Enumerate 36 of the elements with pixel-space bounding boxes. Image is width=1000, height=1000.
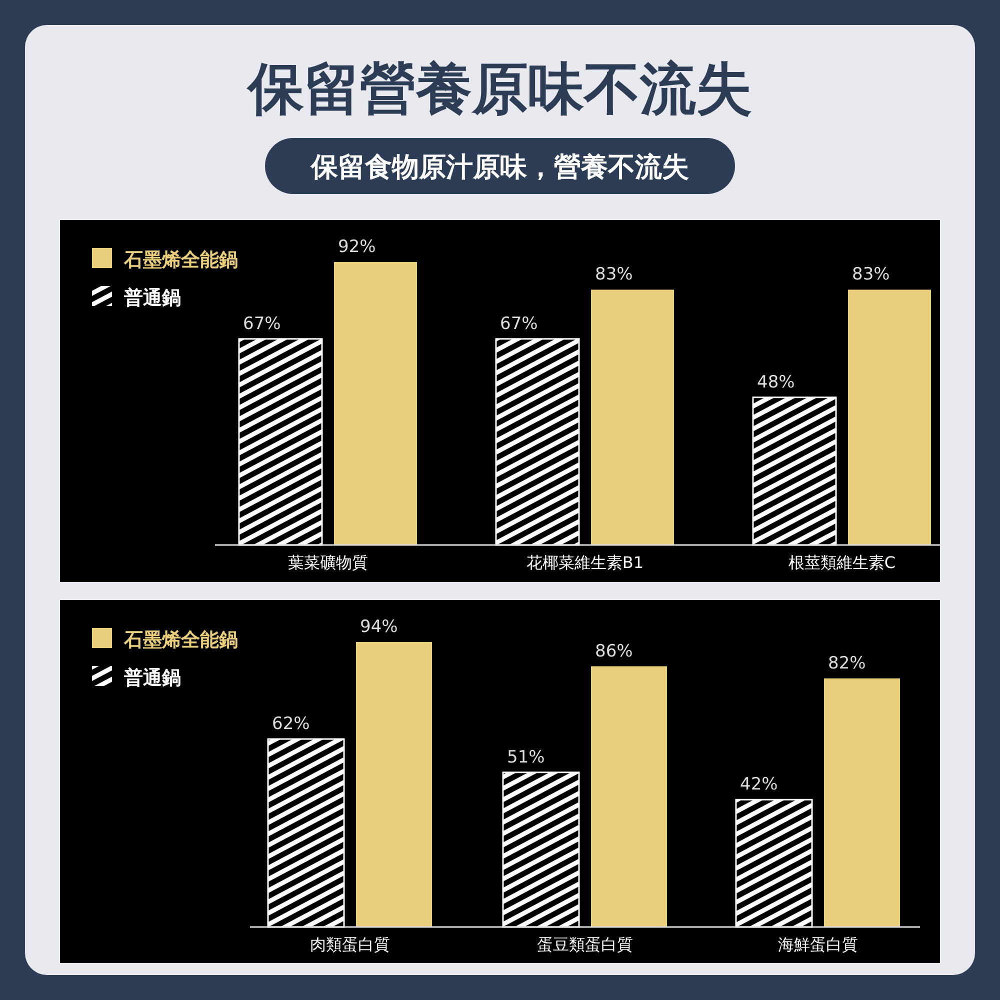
chart-subtitle: 保留食物原汁原味，營養不流失 [310,152,689,183]
data-label: 94% [360,617,398,637]
bar [591,666,667,927]
data-label: 48% [757,372,795,392]
data-label: 92% [338,237,376,257]
x-tick-label: 葉菜礦物質 [288,553,368,572]
x-tick-label: 根莖類維生素C [788,553,896,572]
data-label: 67% [243,314,281,334]
bar [848,290,931,545]
bar [824,678,900,927]
data-label: 67% [500,314,538,334]
bar [591,290,674,545]
legend-label: 普通鍋 [123,287,181,309]
bar [356,642,432,927]
bar [752,396,837,546]
data-label: 62% [272,714,310,734]
x-tick-label: 蛋豆類蛋白質 [537,935,633,954]
data-label: 83% [595,264,633,285]
x-tick-label: 肉類蛋白質 [310,935,390,954]
bar [238,338,323,546]
legend-label: 石墨烯全能鍋 [123,629,238,651]
bar [334,262,417,545]
data-label: 51% [507,747,545,768]
data-label: 86% [595,641,633,662]
legend-label: 石墨烯全能鍋 [123,249,238,271]
bar [502,772,580,928]
legend-label: 普通鍋 [123,667,181,689]
x-tick-label: 海鮮蛋白質 [778,935,858,954]
bar [495,338,580,546]
chart-title: 保留營養原味不流失 [246,57,752,122]
data-label: 82% [828,653,866,674]
data-label: 83% [852,264,890,285]
bar [735,798,813,928]
x-tick-label: 花椰菜維生素B1 [526,553,644,572]
bar [267,738,345,928]
data-label: 42% [740,774,778,795]
